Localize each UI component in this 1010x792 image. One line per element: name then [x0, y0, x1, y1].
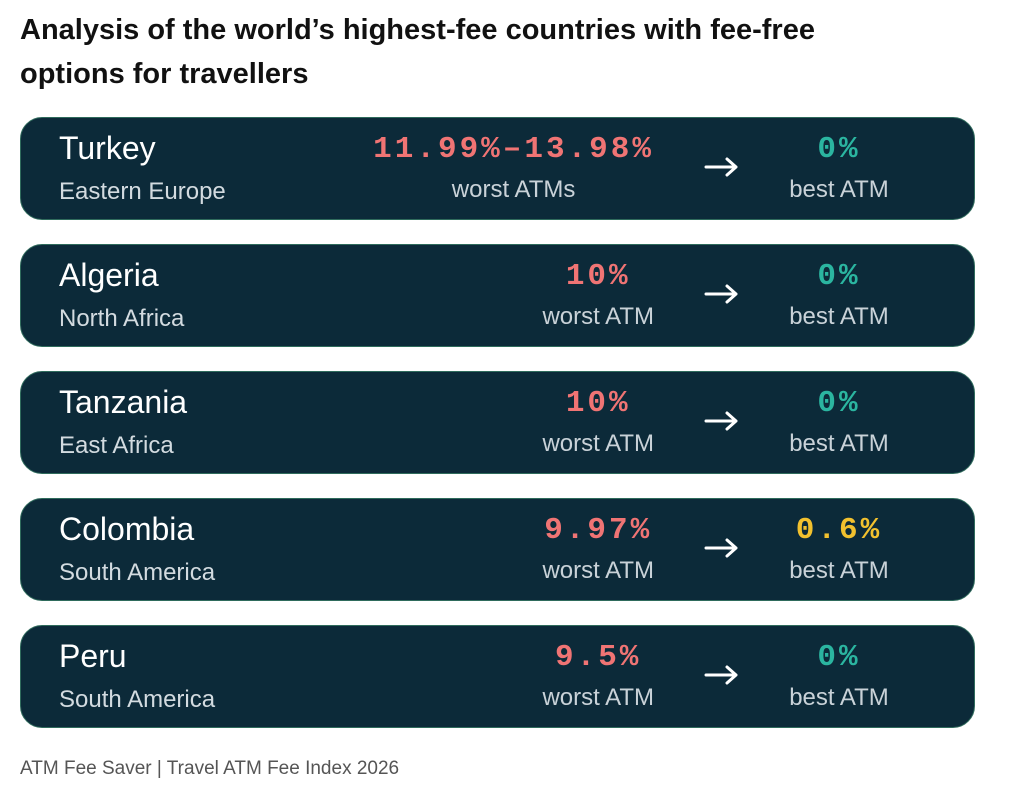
- best-fee-value: 0.6%: [795, 513, 883, 548]
- best-fee: 0% best ATM: [771, 640, 907, 712]
- best-fee: 0% best ATM: [771, 259, 907, 331]
- country-name: Tanzania: [59, 384, 188, 420]
- worst-fee-value: 9.97%: [544, 513, 653, 548]
- arrow-icon: [704, 665, 738, 685]
- worst-fee-label: worst ATM: [542, 430, 654, 457]
- country-name: Turkey: [59, 130, 156, 166]
- country-name: Algeria: [59, 257, 159, 293]
- best-fee-label: best ATM: [789, 176, 889, 203]
- best-fee-label: best ATM: [789, 684, 889, 711]
- worst-fee-value: 9.5%: [555, 640, 642, 675]
- worst-fee-value: 10%: [565, 259, 631, 294]
- region-name: South America: [59, 686, 216, 713]
- country-card: Colombia South America 9.97% worst ATM 0.6% b…: [20, 498, 975, 601]
- card-list: Turkey Eastern Europe 11.99%–13.98% worst A…: [20, 117, 975, 728]
- worst-fee-label: worst ATMs: [451, 176, 576, 203]
- best-fee-value: 0%: [817, 386, 861, 421]
- arrow-icon: [704, 411, 738, 431]
- country-card: Tanzania East Africa 10% worst ATM 0% best AT…: [20, 371, 975, 474]
- country-card: Algeria North Africa 10% worst ATM 0% best AT…: [20, 244, 975, 347]
- best-fee-value: 0%: [817, 640, 861, 675]
- worst-fee: 10% worst ATM: [542, 259, 654, 331]
- worst-fee: 11.99%–13.98% worst ATMs: [373, 132, 654, 204]
- worst-fee-value: 11.99%–13.98%: [373, 132, 654, 167]
- region-name: Eastern Europe: [59, 178, 226, 205]
- country-card: Turkey Eastern Europe 11.99%–13.98% worst A…: [20, 117, 975, 220]
- worst-fee: 10% worst ATM: [542, 386, 654, 458]
- arrow-icon: [704, 157, 738, 177]
- best-fee-label: best ATM: [789, 303, 889, 330]
- best-fee-value: 0%: [817, 259, 861, 294]
- region-name: North Africa: [59, 305, 185, 332]
- best-fee: 0% best ATM: [771, 132, 907, 204]
- region-name: South America: [59, 559, 216, 586]
- worst-fee: 9.97% worst ATM: [542, 513, 654, 585]
- title: Analysis of the world’s highest-fee coun…: [20, 14, 815, 90]
- best-fee: 0% best ATM: [771, 386, 907, 458]
- arrow-icon: [704, 538, 738, 558]
- best-fee-value: 0%: [817, 132, 861, 167]
- worst-fee-label: worst ATM: [542, 557, 654, 584]
- source: ATM Fee Saver | Travel ATM Fee Index 202…: [20, 758, 400, 779]
- best-fee-label: best ATM: [789, 557, 889, 584]
- worst-fee-label: worst ATM: [542, 684, 654, 711]
- worst-fee-label: worst ATM: [542, 303, 654, 330]
- arrow-icon: [704, 284, 738, 304]
- worst-fee: 9.5% worst ATM: [542, 640, 654, 712]
- country-name: Peru: [59, 638, 127, 674]
- best-fee-label: best ATM: [789, 430, 889, 457]
- best-fee: 0.6% best ATM: [771, 513, 907, 585]
- country-name: Colombia: [59, 511, 195, 547]
- worst-fee-value: 10%: [565, 386, 631, 421]
- region-name: East Africa: [59, 432, 174, 459]
- country-card: Peru South America 9.5% worst ATM 0% best ATM: [20, 625, 975, 728]
